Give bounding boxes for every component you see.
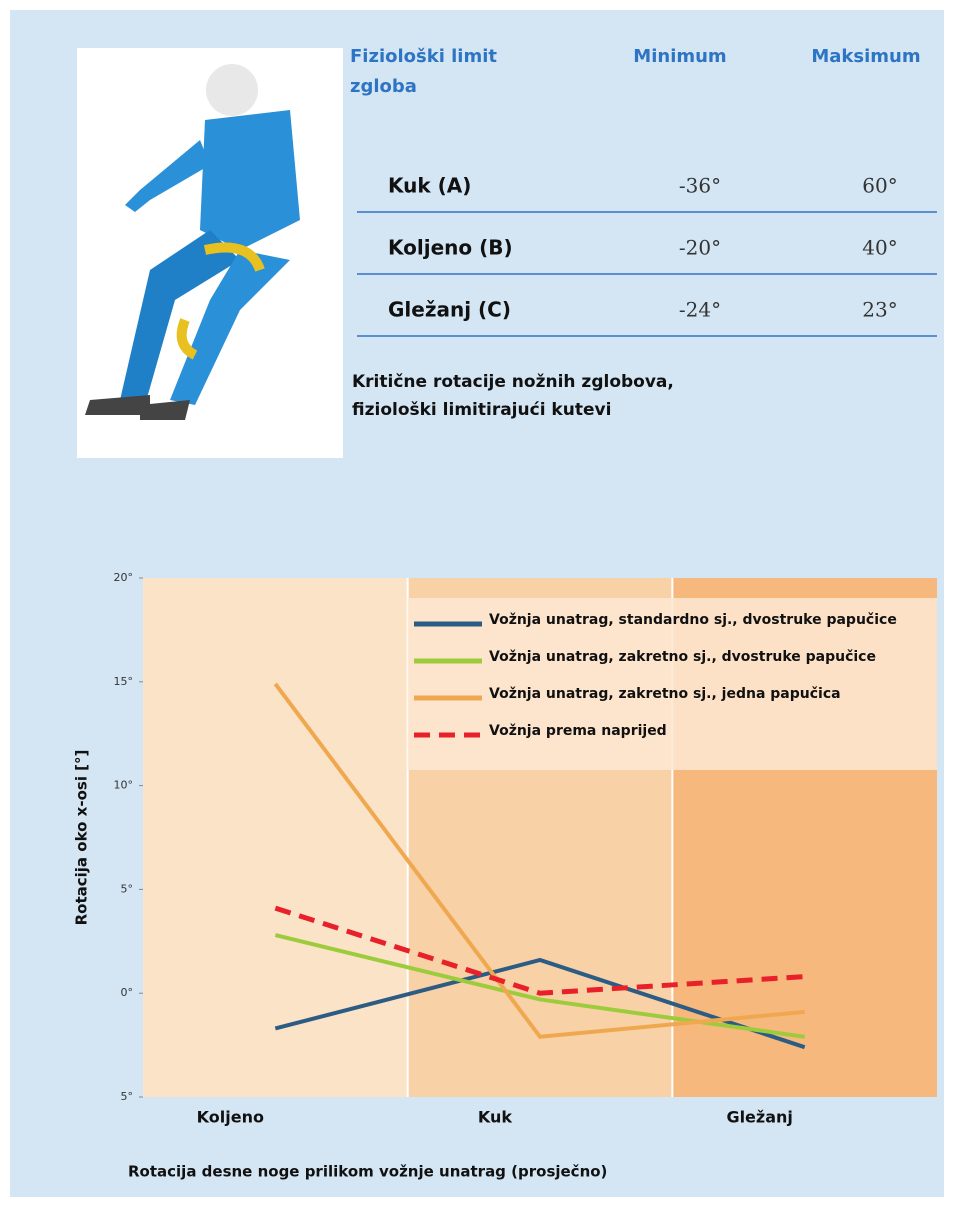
figure-drawing — [85, 64, 300, 420]
series-line — [274, 905, 805, 996]
cell-min: -20° — [679, 236, 721, 260]
y-tick-label: 0° — [121, 986, 134, 999]
x-tick-label: Koljeno — [197, 1108, 264, 1127]
table-header: zgloba — [350, 76, 417, 97]
legend-label: Vožnja prema naprijed — [489, 723, 667, 739]
cell-min: -24° — [679, 298, 721, 322]
y-tick-label: 20° — [114, 571, 134, 584]
y-tick-label: 15° — [114, 675, 134, 688]
series-line — [274, 957, 806, 1050]
row-label: Gležanj (C) — [388, 298, 511, 322]
legend-label: Vožnja unatrag, zakretno sj., dvostruke … — [489, 649, 876, 665]
y-tick-label: 5° — [121, 882, 134, 895]
legend-label: Vožnja unatrag, standardno sj., dvostruk… — [489, 612, 897, 628]
row-label: Kuk (A) — [388, 174, 471, 198]
y-axis-title: Rotacija oko x-osi [°] — [73, 750, 91, 926]
cell-max: 60° — [862, 174, 897, 198]
table-header: Maksimum — [811, 46, 920, 67]
caption: Kritične rotacije nožnih zglobova, — [352, 372, 674, 392]
table-header: Fiziološki limit — [350, 46, 497, 67]
x-axis-title: Rotacija desne noge prilikom vožnje unat… — [128, 1163, 607, 1181]
x-tick-label: Kuk — [478, 1108, 513, 1127]
cell-min: -36° — [679, 174, 721, 198]
y-tick-label: 5° — [121, 1090, 134, 1103]
y-tick-label: 10° — [114, 779, 134, 792]
table-header: Minimum — [633, 46, 726, 67]
cell-max: 23° — [862, 298, 897, 322]
x-tick-label: Gležanj — [726, 1108, 792, 1127]
category-band — [143, 578, 408, 1097]
series-line — [273, 682, 805, 1039]
legend-box — [407, 598, 938, 770]
series-line — [274, 933, 805, 1039]
legend-label: Vožnja unatrag, zakretno sj., jedna papu… — [489, 686, 841, 702]
cell-max: 40° — [862, 236, 897, 260]
row-label: Koljeno (B) — [388, 236, 513, 260]
caption: fiziološki limitirajući kutevi — [352, 400, 611, 420]
